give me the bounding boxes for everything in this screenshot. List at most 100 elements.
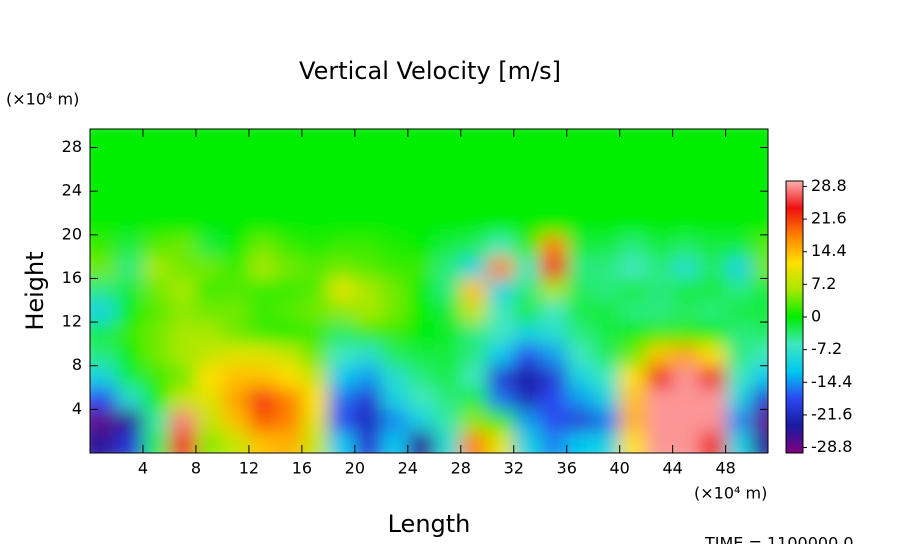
heat-cell — [752, 343, 768, 367]
heat-cell — [460, 213, 488, 236]
heat-cell — [593, 431, 621, 453]
heat-cell — [142, 409, 170, 432]
colorbar-tick-label: 14.4 — [811, 241, 847, 260]
heat-cell — [195, 256, 223, 279]
heat-cell — [725, 322, 753, 345]
heat-cell — [672, 409, 700, 432]
colorbar-tick-label: 28.8 — [811, 176, 847, 195]
heat-cell — [725, 431, 753, 453]
heat-cell — [434, 278, 462, 301]
heat-cell — [248, 129, 276, 149]
heat-cell — [328, 129, 356, 149]
heat-cell — [434, 431, 462, 453]
y-axis-label: Height — [21, 251, 49, 330]
heat-cell — [222, 387, 250, 410]
heat-cell — [275, 213, 303, 236]
heat-cell — [116, 169, 144, 192]
heat-cell — [672, 322, 700, 345]
heat-cell — [407, 278, 435, 301]
heat-cell — [725, 256, 753, 279]
heat-cell — [619, 256, 647, 279]
heat-cell — [672, 278, 700, 301]
heat-cell — [646, 387, 674, 410]
heat-cell — [301, 129, 329, 149]
heat-cell — [275, 169, 303, 192]
heat-cell — [699, 343, 727, 367]
heat-cell — [116, 431, 144, 453]
heat-cell — [328, 322, 356, 345]
heat-cell — [540, 191, 568, 214]
heat-cell — [354, 278, 382, 301]
x-tick-label: 44 — [662, 459, 682, 478]
heat-cell — [699, 409, 727, 432]
heat-cell — [540, 409, 568, 432]
heat-cell — [90, 191, 117, 214]
heat-cell — [90, 234, 117, 258]
heat-cell — [195, 387, 223, 410]
heat-cell — [90, 365, 117, 389]
heat-cell — [725, 234, 753, 258]
heat-cell — [566, 409, 594, 432]
heat-cell — [169, 431, 197, 453]
x-tick-label: 28 — [451, 459, 471, 478]
heat-cell — [354, 147, 382, 170]
heat-cell — [328, 278, 356, 301]
heat-cell — [142, 431, 170, 453]
colorbar-tick-label: -21.6 — [811, 404, 852, 423]
heat-cell — [275, 147, 303, 170]
chart-title: Vertical Velocity [m/s] — [299, 57, 561, 85]
heat-cell — [699, 365, 727, 389]
heat-cell — [699, 431, 727, 453]
heat-cell — [169, 278, 197, 301]
heat-cell — [752, 322, 768, 345]
heat-cell — [566, 169, 594, 192]
heat-cell — [487, 300, 515, 323]
heat-cell — [301, 300, 329, 323]
heat-cell — [275, 431, 303, 453]
heat-cell — [460, 409, 488, 432]
heat-cell — [619, 191, 647, 214]
heat-cell — [487, 213, 515, 236]
heat-cell — [90, 343, 117, 367]
heat-cell — [725, 409, 753, 432]
heat-cell — [434, 234, 462, 258]
heat-cell — [752, 147, 768, 170]
heat-cell — [434, 343, 462, 367]
heat-cell — [593, 343, 621, 367]
heat-cell — [540, 322, 568, 345]
heat-cell — [142, 300, 170, 323]
y-tick-label: 28 — [62, 137, 82, 156]
heat-cell — [275, 256, 303, 279]
heat-cell — [619, 387, 647, 410]
heat-cell — [434, 409, 462, 432]
heat-cell — [381, 343, 409, 367]
heat-cell — [513, 147, 541, 170]
heat-cell — [752, 213, 768, 236]
heat-cell — [672, 431, 700, 453]
heat-cell — [540, 234, 568, 258]
heat-cell — [646, 409, 674, 432]
heat-cell — [90, 322, 117, 345]
heat-cell — [487, 322, 515, 345]
heat-cell — [328, 431, 356, 453]
heat-cell — [646, 300, 674, 323]
heat-cell — [619, 213, 647, 236]
heat-cell — [195, 343, 223, 367]
heat-cell — [619, 322, 647, 345]
heat-cell — [407, 365, 435, 389]
heat-cell — [354, 431, 382, 453]
heat-cell — [566, 278, 594, 301]
heat-cell — [142, 343, 170, 367]
x-tick-label: 36 — [557, 459, 577, 478]
heat-cell — [566, 213, 594, 236]
heat-cell — [90, 213, 117, 236]
heat-cell — [460, 256, 488, 279]
heat-cell — [275, 409, 303, 432]
heat-cell — [328, 343, 356, 367]
heat-cell — [593, 191, 621, 214]
heat-cell — [619, 129, 647, 149]
heat-cell — [699, 256, 727, 279]
heat-cell — [566, 322, 594, 345]
plot-area — [90, 129, 768, 453]
